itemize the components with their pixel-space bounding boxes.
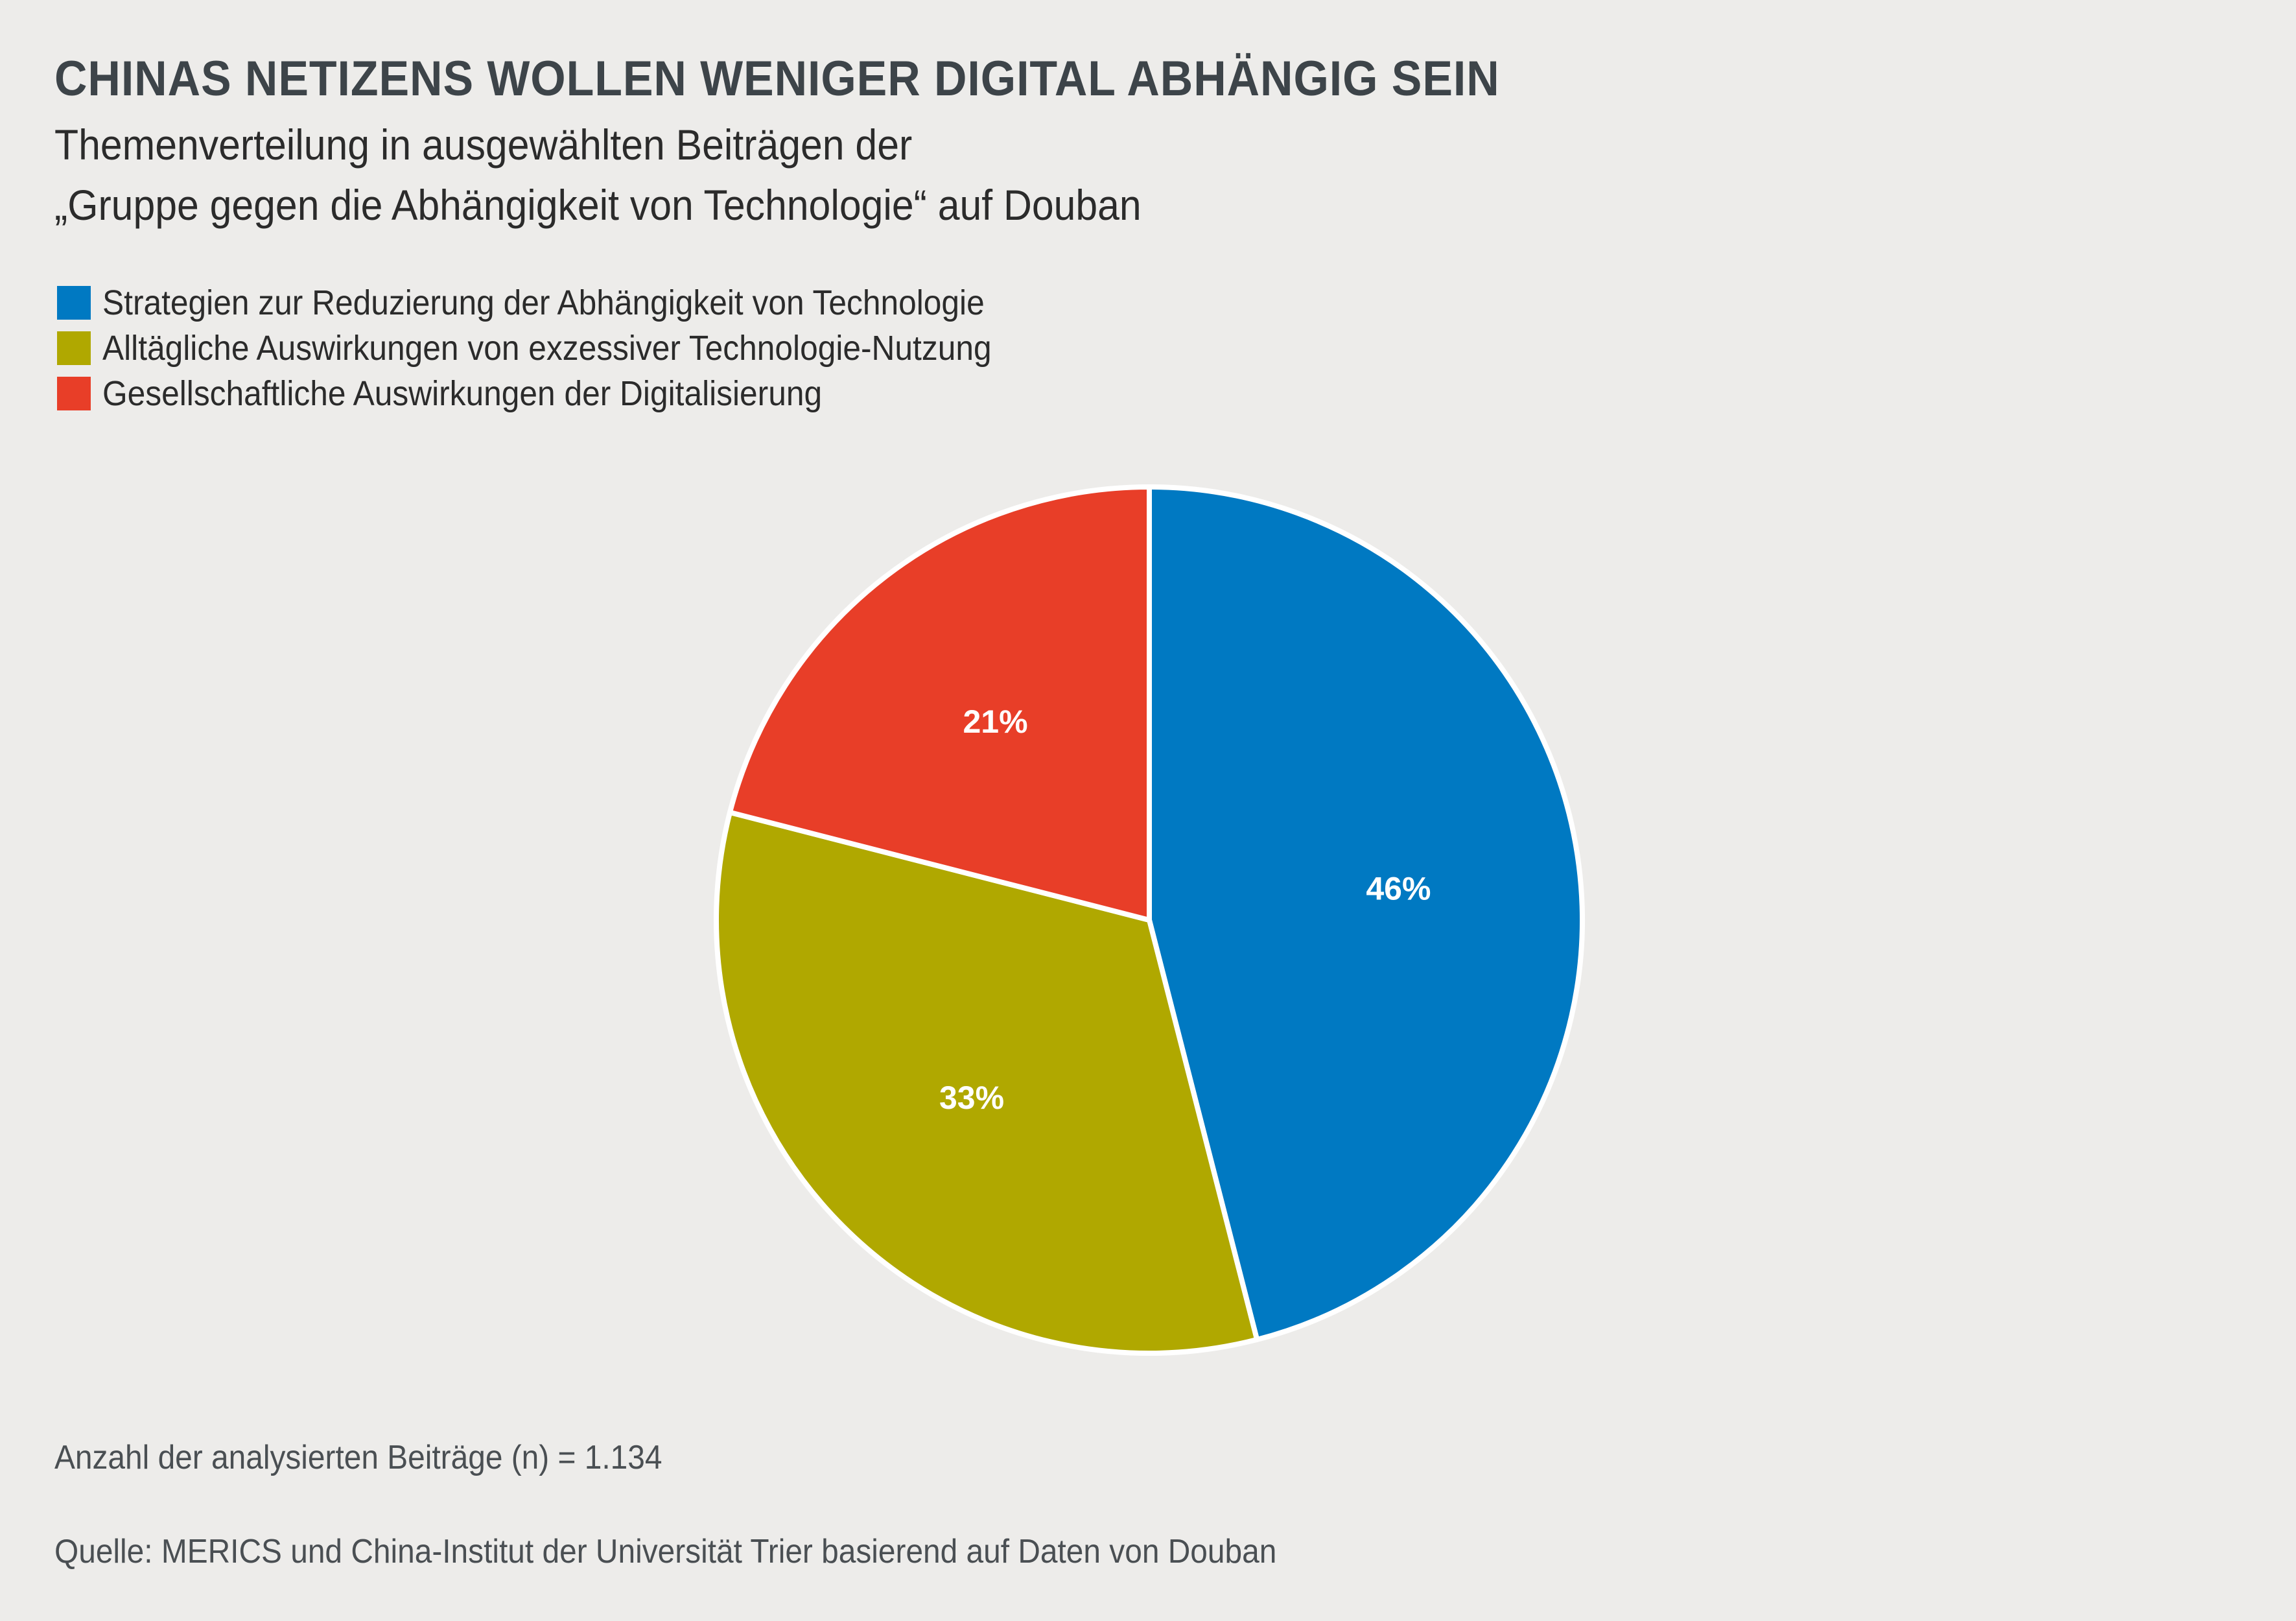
slice-data-label: 21% — [963, 704, 1027, 740]
legend-item-strategies: Strategien zur Reduzierung der Abhängigk… — [57, 280, 1069, 325]
sample-size-note: Anzahl der analysierten Beiträge (n) = 1… — [54, 1439, 662, 1476]
chart-title: CHINAS NETIZENS WOLLEN WENIGER DIGITAL A… — [54, 51, 1500, 106]
legend-swatch-olive — [57, 331, 91, 365]
pie-slice-everyday-effects — [714, 809, 1260, 1356]
legend-label: Gesellschaftliche Auswirkungen der Digit… — [102, 374, 823, 413]
legend-item-everyday-effects: Alltägliche Auswirkungen von exzessiver … — [57, 325, 1069, 371]
slice-data-label: 46% — [1366, 870, 1431, 906]
legend-swatch-red — [57, 377, 91, 410]
chart-subtitle-line-2: „Gruppe gegen die Abhängigkeit von Techn… — [54, 181, 1142, 229]
legend-swatch-blue — [57, 286, 91, 320]
pie-slice-strategies — [1147, 484, 1585, 1343]
slice-data-label: 33% — [939, 1080, 1004, 1116]
legend-item-societal-effects: Gesellschaftliche Auswirkungen der Digit… — [57, 371, 1069, 416]
chart-subtitle-line-1: Themenverteilung in ausgewählten Beiträg… — [54, 121, 913, 169]
legend: Strategien zur Reduzierung der Abhängigk… — [57, 280, 1069, 416]
source-note: Quelle: MERICS und China-Institut der Un… — [54, 1533, 1277, 1570]
legend-label: Alltägliche Auswirkungen von exzessiver … — [102, 329, 992, 368]
legend-label: Strategien zur Reduzierung der Abhängigk… — [102, 283, 985, 322]
pie-slice-societal-effects — [727, 484, 1152, 923]
